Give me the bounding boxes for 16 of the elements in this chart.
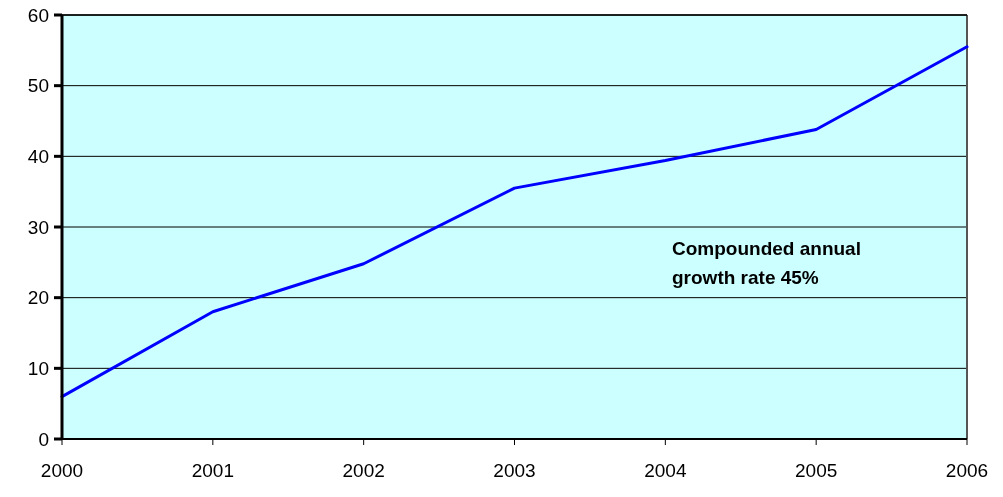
x-tick-label: 2001: [191, 460, 234, 481]
y-tick-label: 30: [27, 216, 49, 238]
line-series: [60, 45, 969, 399]
x-tick-label: 2003: [493, 460, 536, 481]
x-tick-label: 2002: [342, 460, 385, 481]
y-tick-label: 0: [38, 428, 49, 450]
y-tick-label: 20: [27, 287, 49, 309]
y-tick-label: 50: [27, 75, 49, 97]
annotation: Compounded annual growth rate 45%: [672, 238, 861, 288]
y-tick-label: 60: [27, 4, 49, 26]
y-tick-label: 40: [27, 145, 49, 167]
x-tick-label: 2004: [644, 460, 687, 481]
y-tick-label: 10: [27, 357, 49, 379]
x-tick-label: 2000: [40, 460, 84, 481]
x-tick-label: 2006: [945, 460, 989, 481]
x-tick-label: 2005: [795, 460, 838, 481]
